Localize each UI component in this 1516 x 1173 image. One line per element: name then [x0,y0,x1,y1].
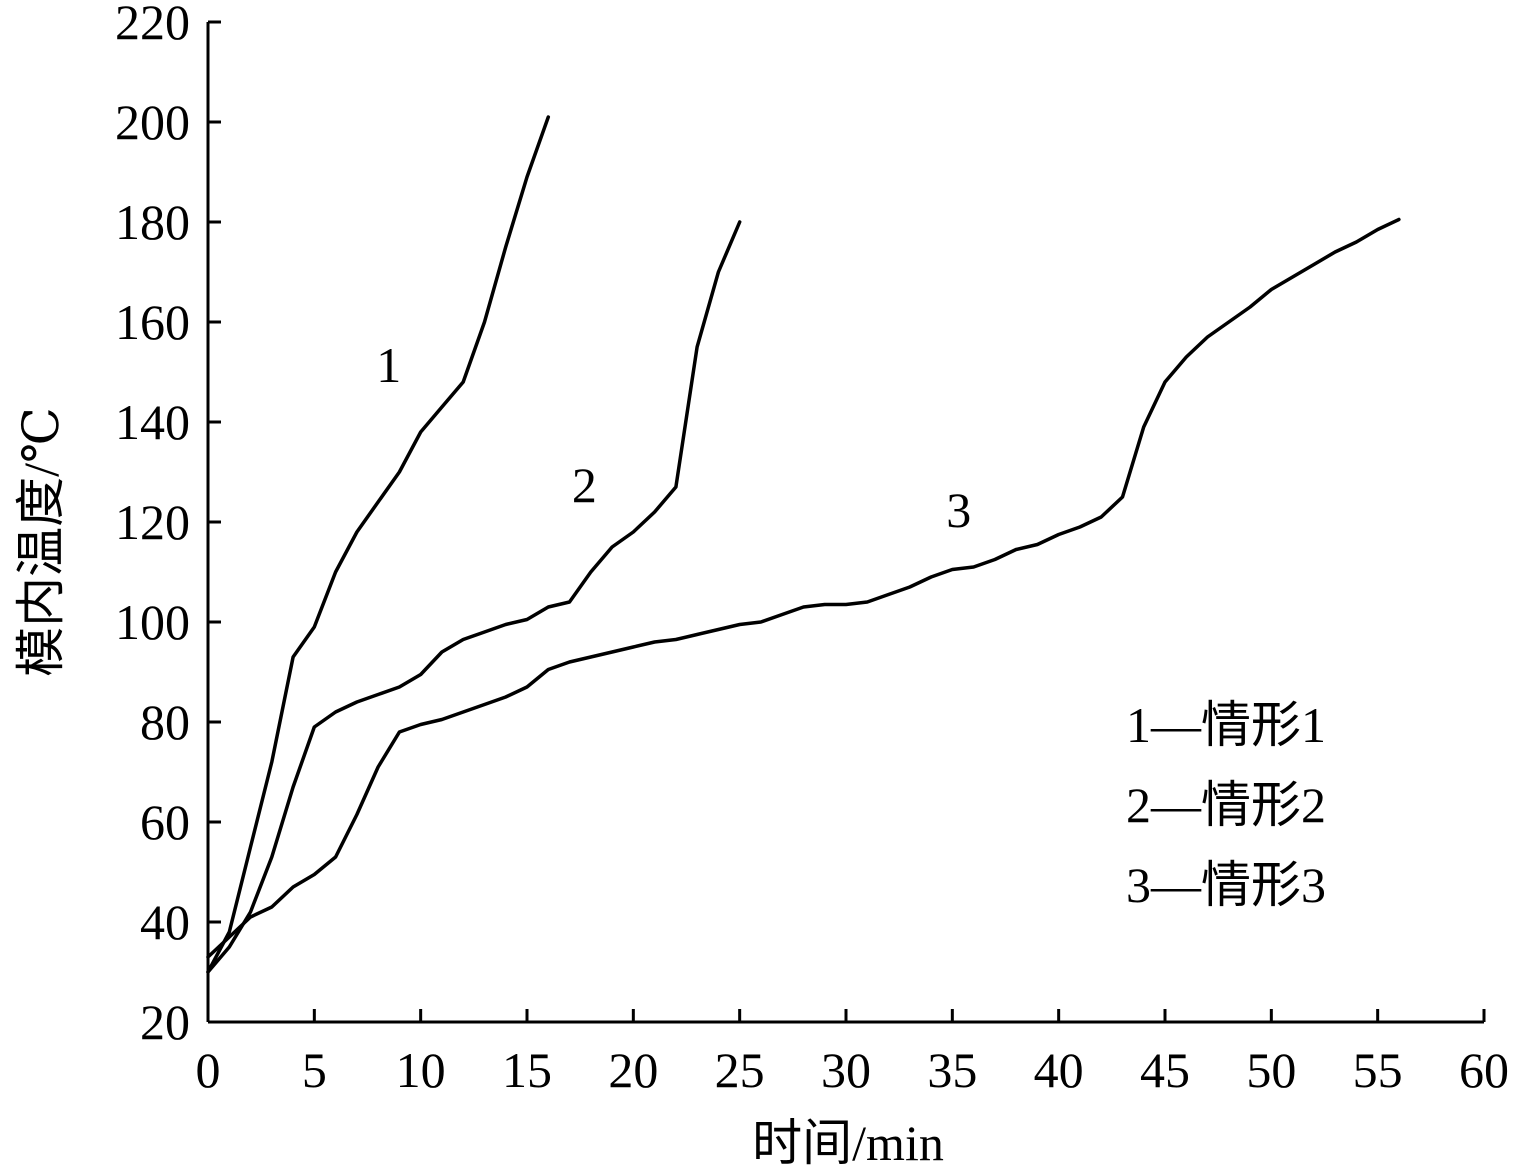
y-tick-label: 140 [115,394,190,450]
x-tick-label: 5 [302,1042,327,1098]
y-ticks: 20 40 60 80 100 120 140 160 180 200 220 [115,0,221,1050]
x-ticks: 0 5 10 15 20 25 30 35 40 45 50 55 60 [196,1009,1509,1098]
x-tick-label: 30 [821,1042,871,1098]
series-line-1 [206,115,551,974]
series-group [206,115,1401,974]
x-tick-label: 40 [1034,1042,1084,1098]
x-tick-label: 0 [196,1042,221,1098]
y-axis-title: 模内温度/℃ [13,407,69,677]
y-tick-label: 160 [115,294,190,350]
series-line-3 [206,217,1401,959]
y-tick-label: 60 [140,794,190,850]
x-tick-label: 45 [1140,1042,1190,1098]
x-tick-label: 20 [608,1042,658,1098]
y-tick-label: 200 [115,94,190,150]
legend: 1—情形1 2—情形2 3—情形3 [1126,697,1326,913]
x-tick-label: 10 [396,1042,446,1098]
y-tick-label: 20 [140,994,190,1050]
x-axis-title: 时间/min [752,1115,944,1171]
y-tick-label: 180 [115,194,190,250]
legend-entry-3: 3—情形3 [1126,857,1326,913]
legend-entry-1: 1—情形1 [1126,697,1326,753]
curve-label-1: 1 [376,337,401,393]
x-tick-label: 15 [502,1042,552,1098]
curve-label-3: 3 [946,482,971,538]
curve-labels: 1 2 3 [376,337,971,538]
y-tick-label: 100 [115,594,190,650]
legend-entry-2: 2—情形2 [1126,777,1326,833]
y-tick-label: 220 [115,0,190,50]
x-tick-label: 55 [1353,1042,1403,1098]
x-tick-label: 25 [715,1042,765,1098]
y-tick-label: 80 [140,694,190,750]
x-tick-label: 60 [1459,1042,1509,1098]
x-tick-label: 35 [927,1042,977,1098]
x-tick-label: 50 [1246,1042,1296,1098]
y-tick-label: 120 [115,494,190,550]
curve-label-2: 2 [572,457,597,513]
series-line-2 [206,220,742,974]
y-tick-label: 40 [140,894,190,950]
